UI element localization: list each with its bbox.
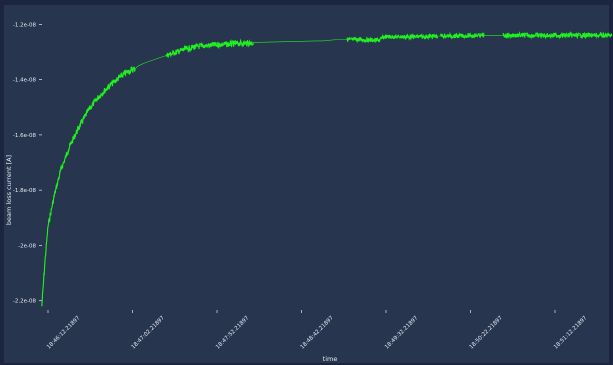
y-tick-label: -2e-08	[18, 243, 36, 249]
x-axis-label: time	[323, 355, 338, 363]
series-noise	[165, 38, 255, 58]
y-tick-label: -1.8e-08	[13, 188, 37, 194]
y-tick-label: -1.2e-08	[13, 22, 37, 28]
series-noise	[502, 31, 613, 40]
y-tick-label: -2.2e-08	[13, 299, 37, 305]
series-noise	[41, 65, 136, 307]
series-group	[41, 31, 613, 307]
series-noise	[346, 33, 439, 44]
y-tick-label: -1.4e-08	[13, 78, 37, 84]
y-axis-label: beam loss current [A]	[5, 155, 13, 225]
y-tick-label: -1.6e-08	[13, 133, 37, 139]
plot-area	[4, 5, 609, 363]
series-noise	[440, 31, 485, 40]
